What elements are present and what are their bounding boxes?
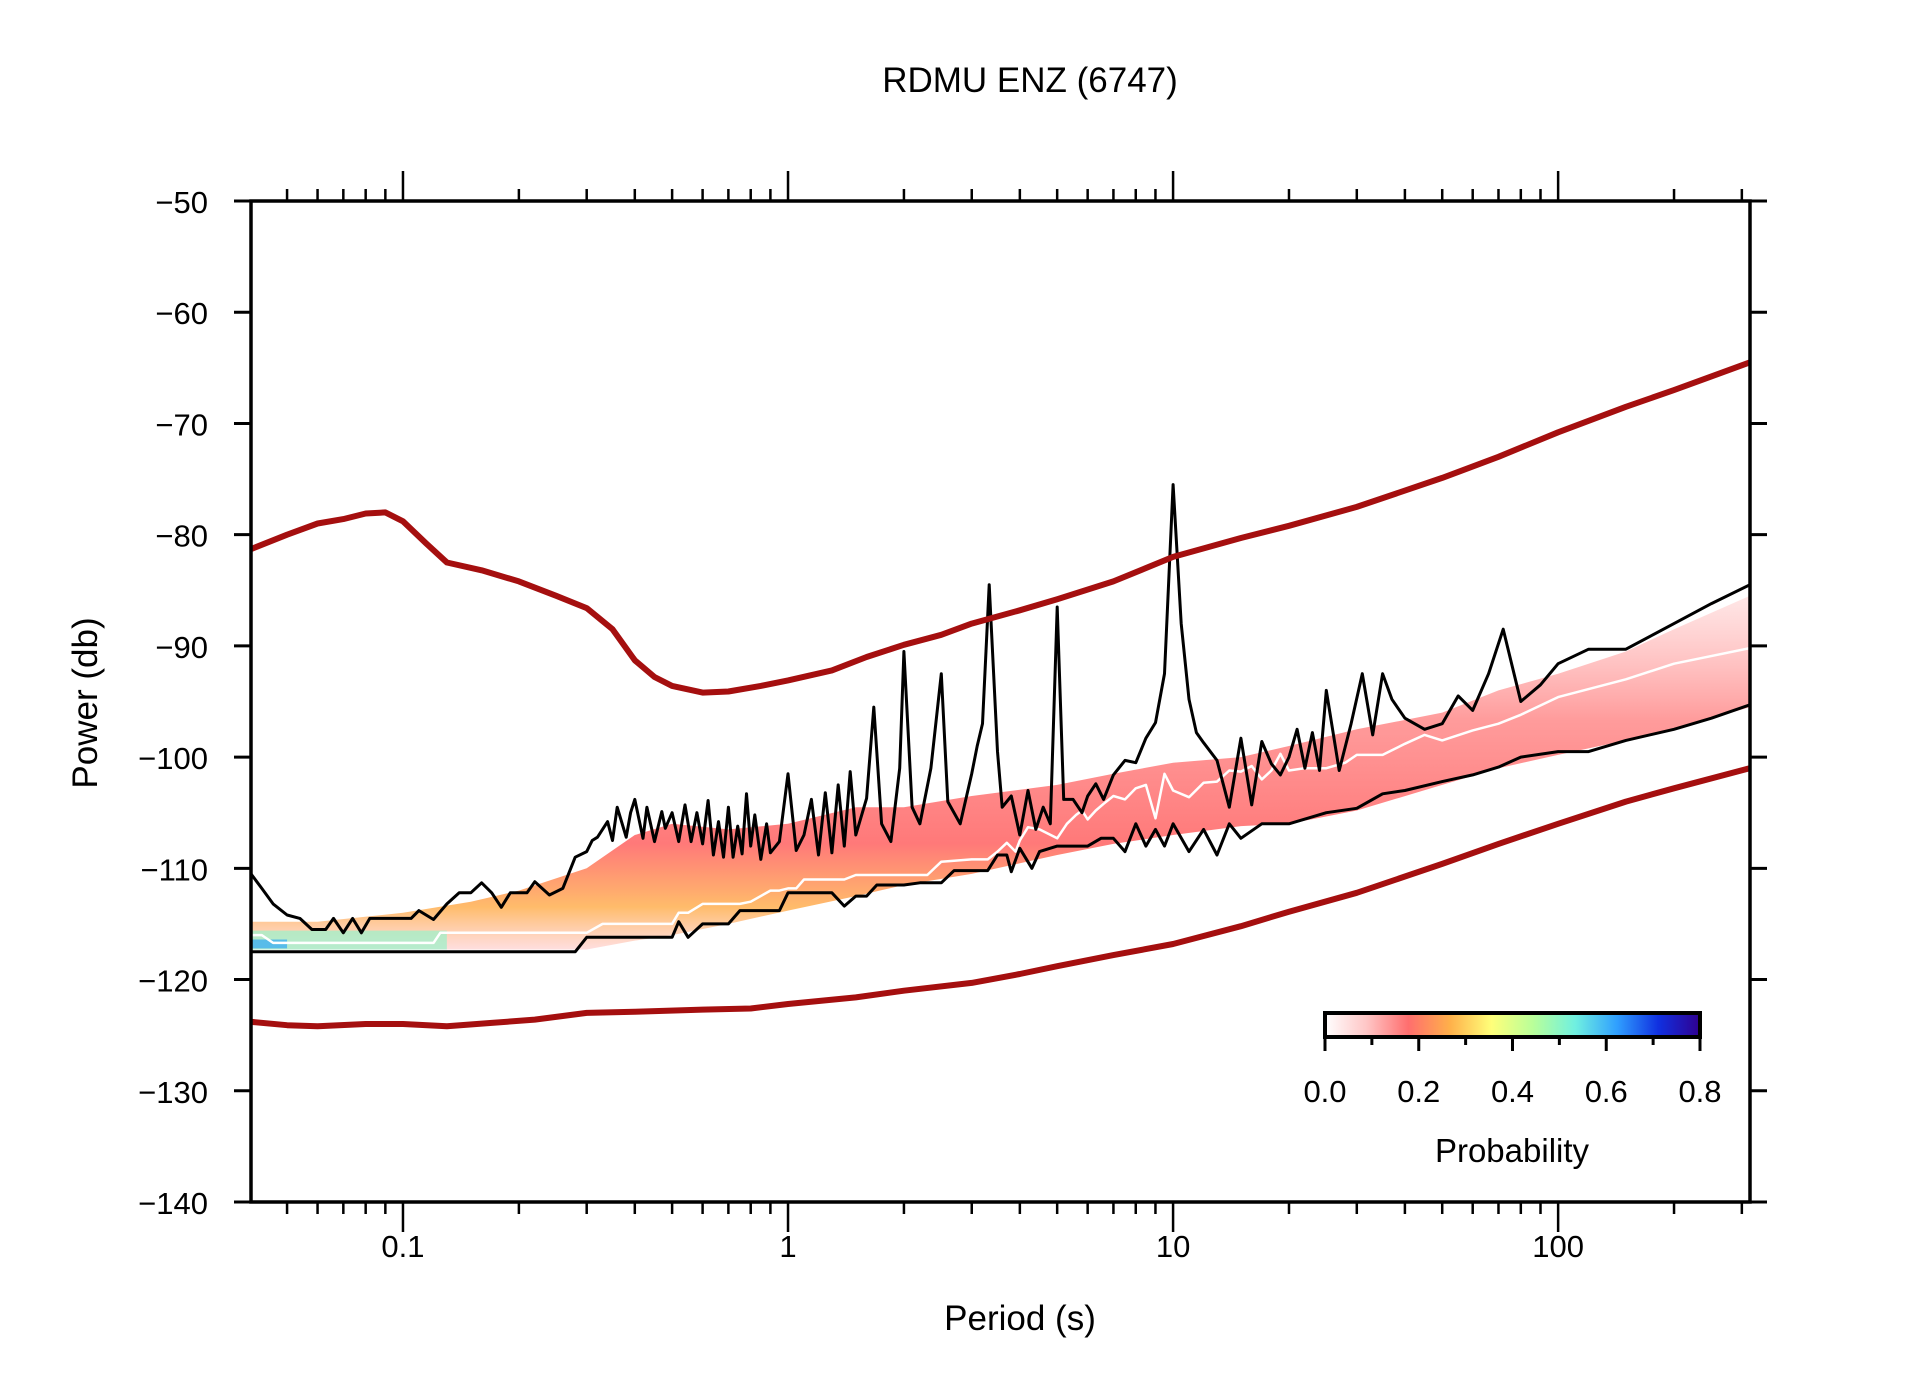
pdf-peak-probability-patch bbox=[251, 939, 288, 949]
y-tick-label: −60 bbox=[155, 296, 208, 331]
max-line bbox=[251, 483, 1750, 935]
min-line bbox=[251, 703, 1750, 954]
y-tick-label: −50 bbox=[155, 185, 208, 220]
y-tick-label: −120 bbox=[138, 964, 208, 999]
plot-area bbox=[251, 359, 1750, 1030]
x-tick-label: 100 bbox=[1532, 1229, 1584, 1264]
y-axis-label: Power (db) bbox=[66, 617, 105, 788]
y-tick-label: −80 bbox=[155, 519, 208, 554]
chart-title: RDMU ENZ (6747) bbox=[882, 61, 1178, 100]
axes: −50 −60 −70 −80 −90 −100 −110 −120 −130 −140 0.1 1 1… bbox=[138, 171, 1767, 1264]
colorbar-tick-label: 0.4 bbox=[1491, 1074, 1534, 1109]
plot-frame bbox=[249, 199, 1752, 1204]
colorbar-gradient bbox=[1323, 1011, 1702, 1039]
x-tick-label: 0.1 bbox=[381, 1229, 424, 1264]
colorbar-tick-label: 0.0 bbox=[1303, 1074, 1346, 1109]
colorbar-tick-label: 0.6 bbox=[1585, 1074, 1628, 1109]
y-tick-label: −90 bbox=[155, 630, 208, 665]
y-tick-label: −70 bbox=[155, 407, 208, 442]
nlnm-line bbox=[251, 765, 1750, 1030]
y-tick-label: −130 bbox=[138, 1075, 208, 1110]
x-tick-label: 1 bbox=[779, 1229, 796, 1264]
colorbar-label: Probability bbox=[1435, 1132, 1590, 1169]
y-tick-label: −100 bbox=[138, 741, 208, 776]
x-tick-label: 10 bbox=[1156, 1229, 1190, 1264]
pdf-high-probability-patch bbox=[251, 930, 447, 950]
mode-line bbox=[251, 646, 1750, 945]
y-tick-label: −110 bbox=[140, 852, 208, 887]
x-axis-label: Period (s) bbox=[944, 1299, 1096, 1338]
pdf-probability-band bbox=[251, 595, 1750, 950]
nhnm-line bbox=[251, 359, 1750, 696]
colorbar-tick-label: 0.8 bbox=[1678, 1074, 1721, 1109]
y-tick-label: −140 bbox=[138, 1186, 208, 1221]
colorbar: 0.0 0.2 0.4 0.6 0.8 Probability bbox=[1303, 1011, 1722, 1169]
colorbar-tick-label: 0.2 bbox=[1397, 1074, 1440, 1109]
